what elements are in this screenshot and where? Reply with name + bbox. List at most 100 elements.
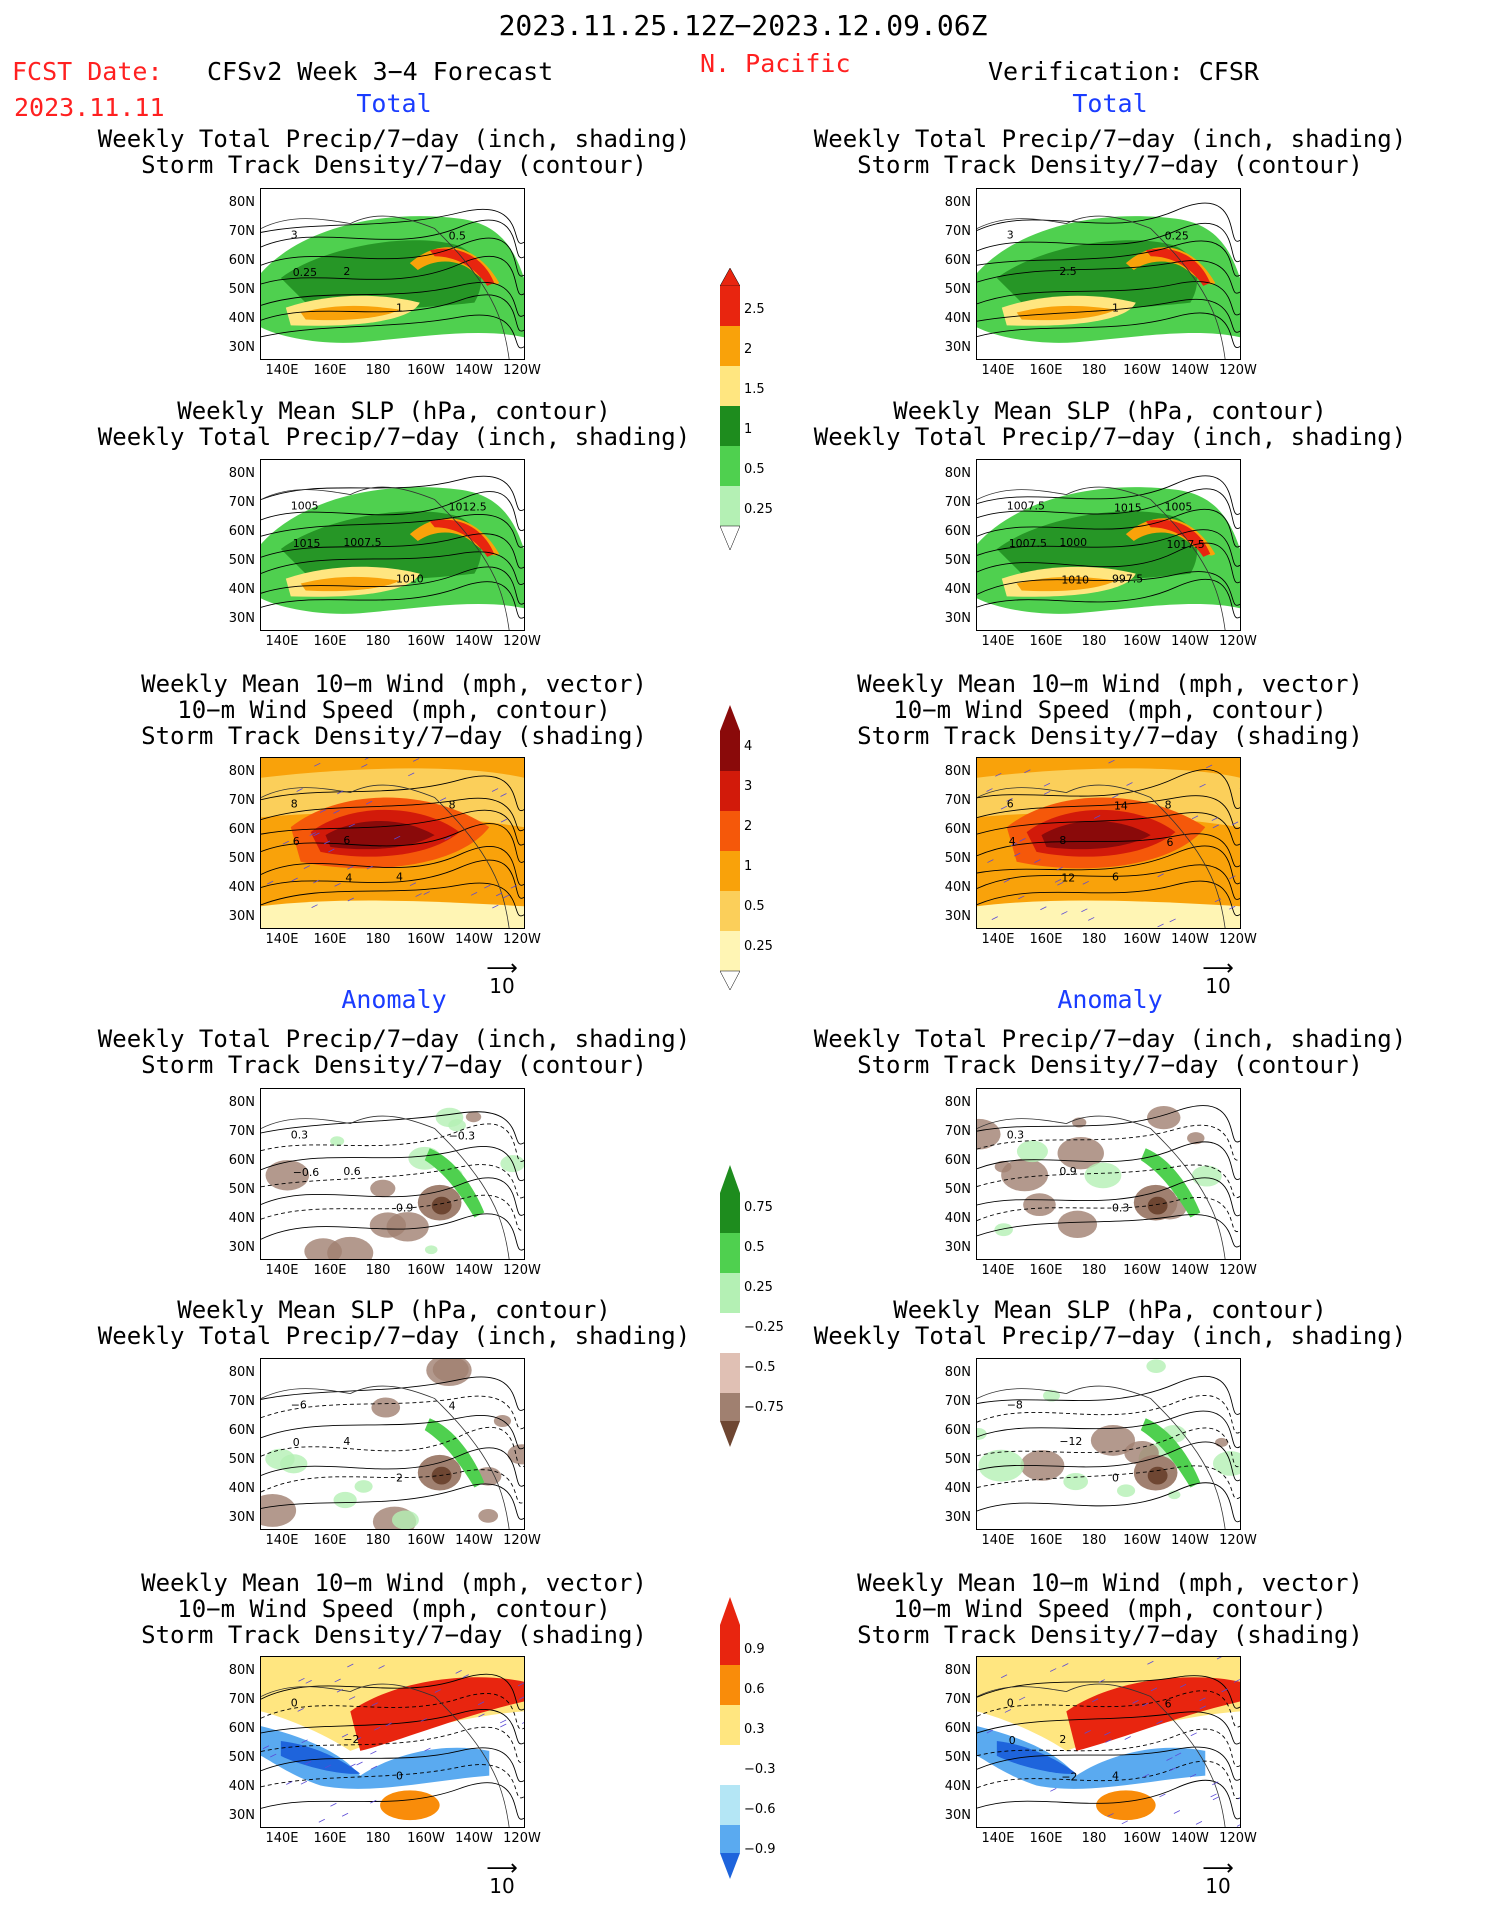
panel-title-line: Storm Track Density/7−day (shading) <box>141 1621 647 1649</box>
contour-label: 0 <box>1009 1734 1016 1747</box>
lat-label: 30N <box>228 340 255 355</box>
panel-title-line: 10−m Wind Speed (mph, contour) <box>893 1595 1327 1623</box>
lat-label: 30N <box>228 1808 255 1823</box>
lat-label: 70N <box>944 1692 971 1707</box>
colorbar-anom-storm <box>720 1597 740 1879</box>
lon-label: 160E <box>313 1263 347 1278</box>
contour-label: 4 <box>449 1399 456 1412</box>
panel-title-t-slp_precip-vf: Weekly Mean SLP (hPa, contour) Weekly Tot… <box>814 398 1406 450</box>
lat-label: 70N <box>944 793 971 808</box>
contour-label: 0.6 <box>343 1165 360 1178</box>
panel-title-line: Storm Track Density/7−day (shading) <box>141 722 647 750</box>
panel-title-a-wind_storm-fc: Weekly Mean 10−m Wind (mph, vector) 10−m … <box>141 1570 647 1648</box>
lat-label: 40N <box>228 880 255 895</box>
contour-label: 1010 <box>396 573 424 586</box>
lat-label: 70N <box>944 224 971 239</box>
lon-label: 180 <box>365 1831 391 1846</box>
cb-ts-l2: 3 <box>744 779 753 794</box>
map-a-wind_storm-fc: 0 −2 0 <box>260 1656 525 1828</box>
contour-label: 8 <box>449 798 456 811</box>
contour-label: 0 <box>1007 1696 1014 1709</box>
lon-label: 160W <box>1123 1263 1161 1278</box>
map-t-wind_storm-vf: 6 8 6 8 4 12 14 6 <box>976 757 1241 929</box>
lat-label: 80N <box>944 195 971 210</box>
lat-label: 60N <box>228 1721 255 1736</box>
contour-label: 4 <box>343 1435 350 1448</box>
vector-ref-a-left: ⟶ 10 <box>486 1856 518 1898</box>
lon-label: 140W <box>1171 1533 1209 1548</box>
panel-title-line: 10−m Wind Speed (mph, contour) <box>177 696 611 724</box>
contour-label: −8 <box>1007 1398 1023 1411</box>
contour-label: 1005 <box>1165 500 1193 513</box>
lon-label: 160E <box>1029 1263 1063 1278</box>
contour-label: 0.3 <box>1007 1128 1024 1141</box>
lon-label: 140E <box>265 634 299 649</box>
map-plot: 0.3 0.6 0.9 −0.3 −0.6 <box>261 1089 524 1259</box>
contour-label: 4 <box>1009 835 1016 848</box>
lat-label: 60N <box>228 253 255 268</box>
panel-title-a-precip_storm-fc: Weekly Total Precip/7−day (inch, shading… <box>98 1026 690 1078</box>
lat-label: 50N <box>228 1750 255 1765</box>
map-plot: 0.3 0.9 0.3 <box>977 1089 1240 1259</box>
contour-label: −2 <box>1061 1771 1077 1784</box>
map-t-slp_precip-fc: 1005 1007.5 1010 1012.5 1015 <box>260 459 525 631</box>
contour-label: 14 <box>1114 799 1128 812</box>
lon-label: 140E <box>265 1533 299 1548</box>
contour-label: 6 <box>1112 871 1119 884</box>
lat-label: 50N <box>944 1182 971 1197</box>
fcst-date-label: FCST Date: <box>12 57 163 86</box>
lat-label: 50N <box>228 851 255 866</box>
contour-label: 8 <box>1165 798 1172 811</box>
lat-label: 70N <box>228 495 255 510</box>
panel-title-line: 10−m Wind Speed (mph, contour) <box>177 1595 611 1623</box>
lat-label: 40N <box>228 1481 255 1496</box>
lon-label: 180 <box>1081 363 1107 378</box>
cb-as-l2: 0.6 <box>744 1682 765 1697</box>
lon-label: 140E <box>265 1831 299 1846</box>
panel-title-line: Weekly Total Precip/7−day (inch, shading… <box>813 1025 1407 1053</box>
map-t-wind_storm-fc: 8 6 4 8 6 4 <box>260 757 525 929</box>
lat-label: 80N <box>944 1365 971 1380</box>
panel-title-t-precip_storm-vf: Weekly Total Precip/7−day (inch, shading… <box>814 126 1406 178</box>
lon-label: 180 <box>1081 1533 1107 1548</box>
cb-tp-l6: 0.25 <box>744 502 773 517</box>
cb-ap-l4: −0.25 <box>744 1320 784 1335</box>
lat-label: 40N <box>944 1481 971 1496</box>
lon-label: 160W <box>1123 363 1161 378</box>
lat-label: 40N <box>228 1779 255 1794</box>
contour-label: −0.3 <box>449 1129 476 1142</box>
contour-label: 2 <box>396 1472 403 1485</box>
lat-label: 30N <box>944 1240 971 1255</box>
contour-label: 0 <box>396 1770 403 1783</box>
map-plot: 0 2 4 6 0 −2 <box>977 1657 1240 1827</box>
lon-label: 180 <box>365 1533 391 1548</box>
map-t-slp_precip-vf: 1007.5 1000 997.5 1005 1007.5 1010 1015 1017.5 <box>976 459 1241 631</box>
lon-label: 140W <box>1171 1831 1209 1846</box>
lat-label: 50N <box>944 1750 971 1765</box>
contour-label: 1 <box>1112 302 1119 315</box>
lat-label: 40N <box>944 582 971 597</box>
contour-label: 3 <box>1007 228 1014 241</box>
lon-label: 120W <box>1219 1533 1257 1548</box>
lat-label: 40N <box>228 582 255 597</box>
panel-title-line: Weekly Mean 10−m Wind (mph, vector) <box>141 670 647 698</box>
lon-label: 160E <box>1029 1533 1063 1548</box>
contour-label: 6 <box>1007 797 1014 810</box>
contour-label: −6 <box>291 1398 307 1411</box>
cb-tp-l4: 1 <box>744 422 753 437</box>
panel-title-line: Weekly Total Precip/7−day (inch, shading… <box>97 1025 691 1053</box>
panel-title-line: Weekly Mean SLP (hPa, contour) <box>177 1296 611 1324</box>
contour-label: 4 <box>396 871 403 884</box>
contour-label: 0.3 <box>291 1128 308 1141</box>
lat-label: 50N <box>944 1452 971 1467</box>
panel-title-line: 10−m Wind Speed (mph, contour) <box>893 696 1327 724</box>
cb-as-l4: −0.3 <box>744 1762 776 1777</box>
lon-label: 180 <box>365 363 391 378</box>
lat-label: 40N <box>944 311 971 326</box>
vector-ref-t-right: ⟶ 10 <box>1202 956 1234 998</box>
lon-label: 180 <box>1081 1831 1107 1846</box>
lat-label: 80N <box>944 1095 971 1110</box>
contour-label: 1007.5 <box>1007 499 1045 512</box>
lon-label: 140W <box>455 1533 493 1548</box>
section-total-right: Total <box>1072 89 1148 118</box>
